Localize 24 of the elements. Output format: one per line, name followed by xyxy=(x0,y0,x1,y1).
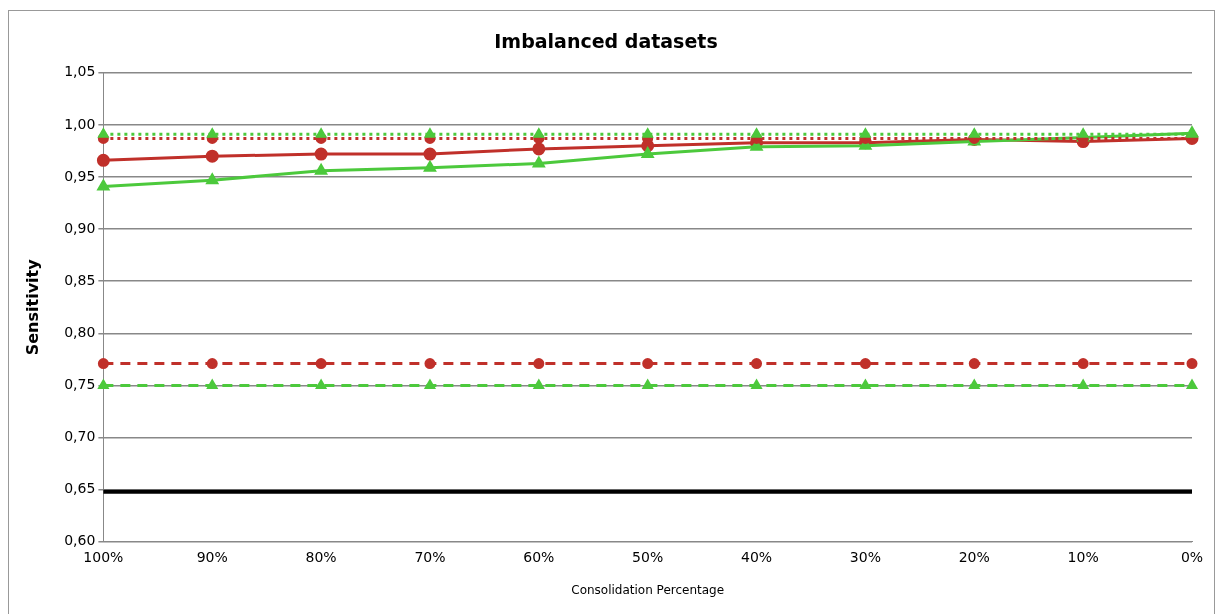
x-tick-label: 50% xyxy=(632,548,664,565)
x-tick-label: 80% xyxy=(305,548,337,565)
y-tick-label: 0,75 xyxy=(64,376,96,393)
x-tick-label: 30% xyxy=(849,548,881,565)
y-tick-label: 1,05 xyxy=(64,63,96,80)
y-tick-label: 1,00 xyxy=(64,115,96,132)
y-axis-title: Sensitivity xyxy=(22,258,42,356)
x-tick-label: 90% xyxy=(196,548,228,565)
x-tick-label: 60% xyxy=(523,548,555,565)
x-tick-label: 0% xyxy=(1180,548,1204,565)
y-tick-label: 0,65 xyxy=(64,480,96,497)
x-tick-label: 20% xyxy=(958,548,990,565)
x-tick-label: 100% xyxy=(83,548,124,565)
y-tick-label: 0,70 xyxy=(64,428,96,445)
x-axis-title: Consolidation Percentage xyxy=(571,582,725,597)
y-tick-label: 0,95 xyxy=(64,167,96,184)
y-tick-label: 0,90 xyxy=(64,219,96,236)
x-tick-label: 10% xyxy=(1067,548,1099,565)
chart-title: Imbalanced datasets xyxy=(494,30,718,53)
x-tick-label: 70% xyxy=(414,548,446,565)
x-tick-label: 40% xyxy=(740,548,773,565)
y-tick-label: 0,80 xyxy=(64,324,96,340)
y-tick-label: 0,60 xyxy=(64,532,96,549)
y-tick-label: 0,85 xyxy=(64,271,96,288)
